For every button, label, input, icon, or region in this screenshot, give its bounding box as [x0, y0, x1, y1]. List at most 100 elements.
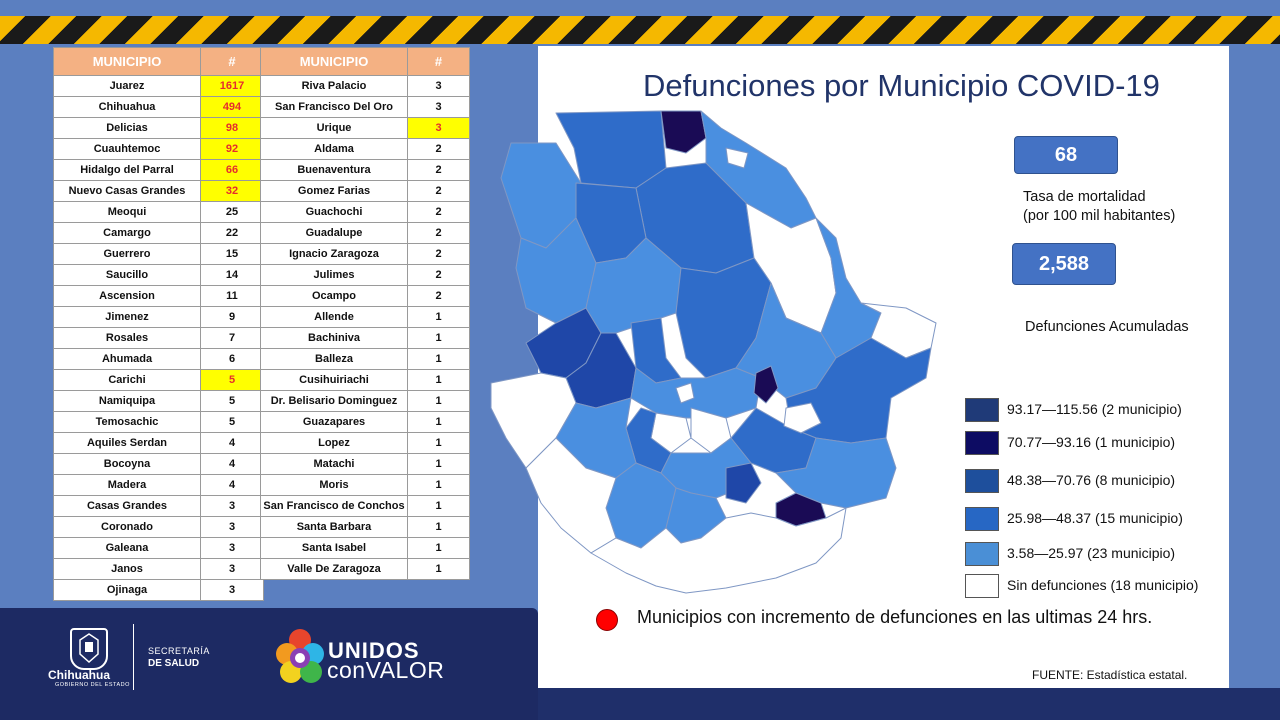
death-count: 5 — [200, 369, 264, 391]
mortality-rate-label: Tasa de mortalidad (por 100 mil habitant… — [1023, 188, 1175, 226]
table-row: Guazapares 1 — [260, 411, 470, 433]
death-count: 1 — [407, 432, 470, 454]
table-row: Moris 1 — [260, 474, 470, 496]
table-row: Casas Grandes 3 — [53, 495, 264, 517]
municipio-name: Santa Isabel — [260, 537, 408, 559]
table-row: Balleza 1 — [260, 348, 470, 370]
cumulative-deaths-label: Defunciones Acumuladas — [1025, 319, 1189, 335]
death-count: 14 — [200, 264, 264, 286]
death-count: 1 — [407, 327, 470, 349]
municipio-name: Janos — [53, 558, 201, 580]
legend-label: 93.17—115.56 (2 municipio) — [1007, 401, 1182, 417]
table-row: Bachiniva 1 — [260, 327, 470, 349]
table-row: Madera 4 — [53, 474, 264, 496]
municipio-name: Cusihuiriachi — [260, 369, 408, 391]
logo-divider — [133, 624, 134, 690]
column-header-count: # — [407, 47, 470, 76]
map-region — [783, 402, 822, 434]
death-count: 494 — [200, 96, 264, 118]
legend-swatch — [965, 398, 999, 422]
municipio-name: Meoqui — [53, 201, 201, 223]
death-count: 3 — [407, 96, 470, 118]
municipio-name: Lopez — [260, 432, 408, 454]
municipio-name: Julimes — [260, 264, 408, 286]
table-row: Janos 3 — [53, 558, 264, 580]
death-count: 2 — [407, 222, 470, 244]
death-count: 2 — [407, 264, 470, 286]
municipio-name: Juarez — [53, 75, 201, 97]
logo-bar — [0, 608, 538, 720]
death-count: 2 — [407, 138, 470, 160]
municipio-name: Saucillo — [53, 264, 201, 286]
municipio-name: Jimenez — [53, 306, 201, 328]
death-count: 1617 — [200, 75, 264, 97]
death-count: 5 — [200, 411, 264, 433]
table-row: Meoqui 25 — [53, 201, 264, 223]
table-row: Cusihuiriachi 1 — [260, 369, 470, 391]
table-row: Santa Barbara 1 — [260, 516, 470, 538]
mortality-rate-label-line2: (por 100 mil habitantes) — [1023, 208, 1176, 224]
death-count: 3 — [407, 117, 470, 139]
table-row: Ascension 11 — [53, 285, 264, 307]
death-count: 3 — [200, 516, 264, 538]
legend-swatch — [965, 574, 999, 598]
municipio-name: Galeana — [53, 537, 201, 559]
death-count: 2 — [407, 285, 470, 307]
table-row: Ojinaga 3 — [53, 579, 264, 601]
table-row: San Francisco de Conchos 1 — [260, 495, 470, 517]
table-row: Rosales 7 — [53, 327, 264, 349]
death-count: 1 — [407, 411, 470, 433]
municipio-name: Ascension — [53, 285, 201, 307]
unidos-logo-text: UNIDOS — [328, 638, 420, 663]
table-row: Saucillo 14 — [53, 264, 264, 286]
municipio-name: Cuauhtemoc — [53, 138, 201, 160]
map-region — [725, 147, 749, 169]
death-count: 2 — [407, 180, 470, 202]
municipio-name: Namiquipa — [53, 390, 201, 412]
municipio-name: Allende — [260, 306, 408, 328]
death-count: 92 — [200, 138, 264, 160]
municipio-name: Dr. Belisario Dominguez — [260, 390, 408, 412]
death-count: 2 — [407, 201, 470, 223]
municipio-name: Temosachic — [53, 411, 201, 433]
municipio-name: Madera — [53, 474, 201, 496]
table-row: Julimes 2 — [260, 264, 470, 286]
con-valor-logo-text: conVALOR — [327, 657, 445, 683]
municipio-name: Guadalupe — [260, 222, 408, 244]
legend-label: 3.58—25.97 (23 municipio) — [1007, 545, 1176, 561]
municipio-name: Aquiles Serdan — [53, 432, 201, 454]
mortality-rate-label-line1: Tasa de mortalidad — [1023, 189, 1146, 205]
death-count: 4 — [200, 474, 264, 496]
table-row: Cuauhtemoc 92 — [53, 138, 264, 160]
map-region — [753, 365, 779, 404]
death-count: 1 — [407, 453, 470, 475]
death-count: 3 — [200, 558, 264, 580]
municipio-name: Gomez Farias — [260, 180, 408, 202]
municipio-name: Guachochi — [260, 201, 408, 223]
table-row: Matachi 1 — [260, 453, 470, 475]
legend-label: Sin defunciones (18 municipio) — [1007, 577, 1199, 593]
legend-label: 70.77—93.16 (1 municipio) — [1007, 434, 1176, 450]
death-count: 66 — [200, 159, 264, 181]
death-count: 1 — [407, 306, 470, 328]
table-row: Aquiles Serdan 4 — [53, 432, 264, 454]
page-title: Defunciones por Municipio COVID-19 — [643, 68, 1160, 103]
death-count: 15 — [200, 243, 264, 265]
cumulative-deaths-value: 2,588 — [1012, 243, 1116, 285]
municipio-name: Santa Barbara — [260, 516, 408, 538]
municipio-name: Ojinaga — [53, 579, 201, 601]
table-row: Valle De Zaragoza 1 — [260, 558, 470, 580]
death-count: 22 — [200, 222, 264, 244]
municipio-name: Balleza — [260, 348, 408, 370]
death-count: 25 — [200, 201, 264, 223]
table-row: Gomez Farias 2 — [260, 180, 470, 202]
municipio-name: Guerrero — [53, 243, 201, 265]
table-row: Chihuahua 494 — [53, 96, 264, 118]
municipio-name: Hidalgo del Parral — [53, 159, 201, 181]
death-count: 2 — [407, 159, 470, 181]
table-row: Namiquipa 5 — [53, 390, 264, 412]
table-row: Urique 3 — [260, 117, 470, 139]
table-row: Guachochi 2 — [260, 201, 470, 223]
legend-swatch — [965, 431, 999, 455]
mortality-rate-value: 68 — [1014, 136, 1118, 174]
